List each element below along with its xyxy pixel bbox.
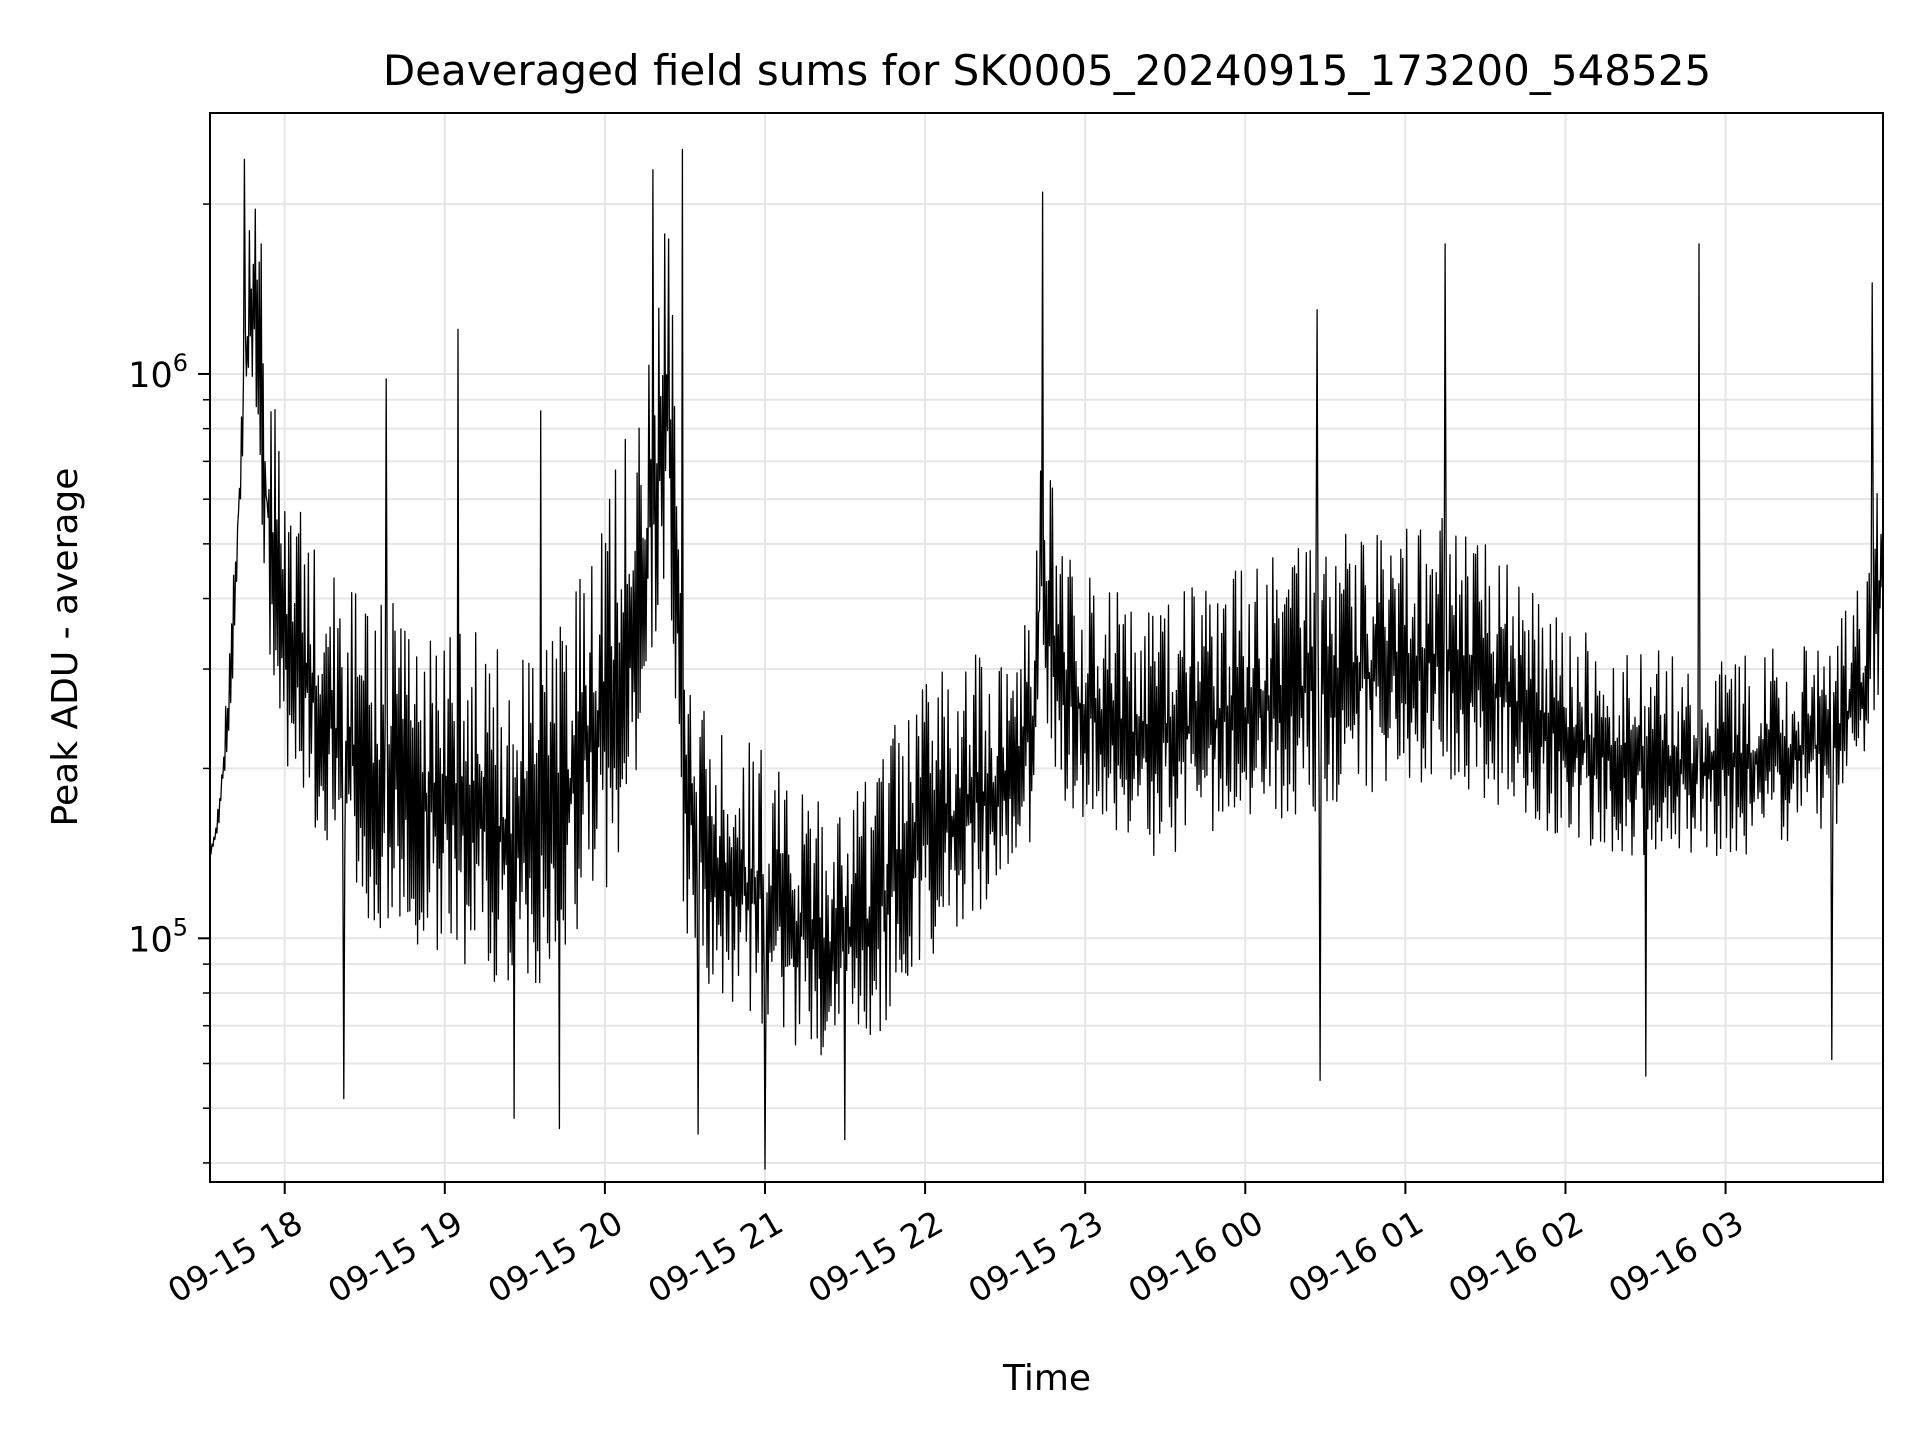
y-tick-label-exponent: 6 bbox=[173, 349, 188, 377]
y-axis-label: Peak ADU - average bbox=[45, 468, 86, 827]
x-axis-label: Time bbox=[1002, 1358, 1091, 1399]
grid-lines bbox=[210, 113, 1883, 1182]
y-tick-label-base: 10 bbox=[128, 920, 173, 960]
series-line bbox=[210, 148, 1883, 1170]
plot-area-frame bbox=[209, 112, 1884, 1183]
y-tick-label-exponent: 5 bbox=[173, 913, 188, 941]
y-tick-label-base: 10 bbox=[128, 356, 173, 396]
y-tick-label: 106 bbox=[128, 349, 188, 396]
data-series-line bbox=[210, 148, 1883, 1170]
chart-title: Deaveraged field sums for SK0005_2024091… bbox=[383, 46, 1711, 95]
y-tick-label: 105 bbox=[128, 913, 188, 960]
